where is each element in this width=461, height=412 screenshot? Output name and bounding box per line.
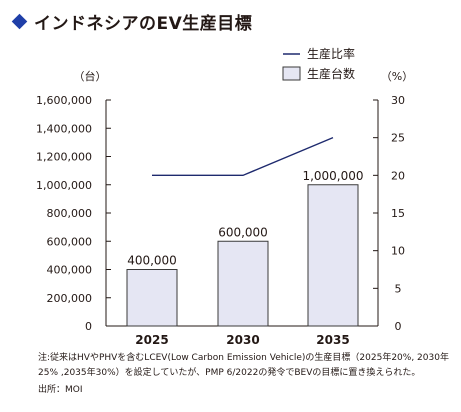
y-left-tick-label: 800,000 xyxy=(47,207,93,220)
page-title: インドネシアのEV生産目標 xyxy=(34,13,253,34)
title-row: インドネシアのEV生産目標 xyxy=(10,10,253,34)
legend-line-label: 生産比率 xyxy=(307,46,355,61)
y-left-tick-label: 200,000 xyxy=(47,292,93,305)
note-line-2: 25% ,2035年30%）を設定していたが、PMP 6/2022の発令でBEV… xyxy=(38,368,421,378)
y-right-tick-label: 10 xyxy=(391,245,405,258)
bar-2035 xyxy=(307,184,359,327)
y-right-tick-label: 15 xyxy=(391,207,405,220)
x-tick-label: 2035 xyxy=(316,333,349,347)
y-left-tick-label: 1,000,000 xyxy=(36,179,92,192)
y-right-tick-label: 0 xyxy=(395,320,402,333)
x-tick-label: 2030 xyxy=(226,333,259,347)
y-left-tick-label: 400,000 xyxy=(47,264,93,277)
source-line: 出所：MOI xyxy=(38,385,83,395)
y-left-tick-label: 1,200,000 xyxy=(36,151,92,164)
legend-bar-label: 生産台数 xyxy=(307,66,355,81)
y-right-tick-label: 20 xyxy=(391,169,405,182)
y-left-tick-label: 1,600,000 xyxy=(36,94,92,107)
x-tick-label: 2025 xyxy=(135,333,168,347)
note-line-1: 注:従来はHVやPHVを含むLCEV(Low Carbon Emission V… xyxy=(38,353,449,363)
bar-data-label: 400,000 xyxy=(127,254,177,268)
bar-data-label: 1,000,000 xyxy=(302,169,363,183)
legend-bar-swatch xyxy=(282,66,301,81)
ratio-line xyxy=(152,137,334,177)
y-right-unit-label: （%） xyxy=(381,70,413,83)
y-left-tick-label: 1,400,000 xyxy=(36,122,92,135)
bar-data-label: 600,000 xyxy=(218,225,268,239)
bar-2025 xyxy=(126,269,178,327)
y-left-tick-label: 0 xyxy=(85,320,92,333)
y-right-tick-label: 30 xyxy=(391,94,405,107)
y-left-tick-label: 600,000 xyxy=(47,235,93,248)
y-left-unit-label: （台） xyxy=(74,69,107,83)
bar-2030 xyxy=(217,240,269,327)
y-right-tick-label: 25 xyxy=(391,132,405,145)
y-right-tick-label: 5 xyxy=(395,282,402,295)
